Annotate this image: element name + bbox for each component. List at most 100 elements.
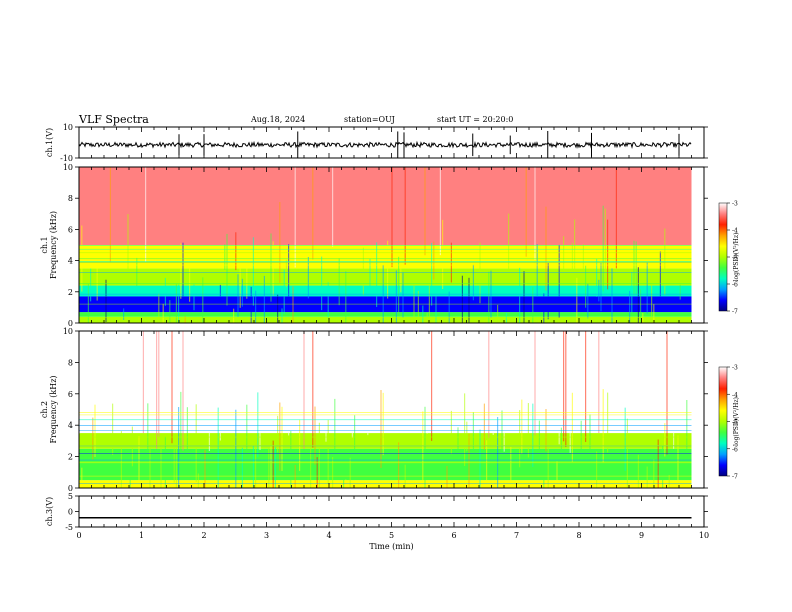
ch2-spectrogram-streak bbox=[466, 421, 468, 452]
ch2-spectrogram-streak bbox=[246, 404, 248, 472]
ch2-spectrogram-ytick-label: 4 bbox=[68, 421, 73, 430]
x-tick-label: 2 bbox=[201, 531, 206, 540]
ch1-spectrogram-streak bbox=[536, 244, 538, 297]
ch1-spectrogram-streak bbox=[600, 262, 602, 312]
ch2-spectrogram-streak bbox=[479, 429, 481, 488]
x-tick-label: 4 bbox=[326, 531, 331, 540]
ch1-spectrogram-streak bbox=[224, 244, 226, 270]
ch1-spectrogram-band-4 bbox=[79, 268, 692, 286]
ch1-spectrogram-streak bbox=[607, 219, 609, 290]
ch1-spectrogram-streak bbox=[127, 214, 129, 275]
ch1-spectrogram-streak bbox=[534, 167, 536, 260]
ch1-spectrogram-streak bbox=[239, 249, 241, 308]
ch1-spectrogram-band-1 bbox=[79, 312, 692, 317]
ch2-spectrogram-streak bbox=[259, 331, 261, 451]
ch2-spectrogram-streak bbox=[382, 392, 384, 456]
ch2-spectrogram-streak bbox=[235, 409, 237, 488]
ch1-spectrogram-streak bbox=[96, 263, 98, 301]
ch1-spectrogram-streak bbox=[574, 219, 576, 273]
ch1-spectrogram-ytick-label: 6 bbox=[68, 225, 73, 234]
ch2-spectrogram-streak bbox=[646, 466, 648, 488]
ch2-spectrogram-streak bbox=[457, 427, 459, 467]
colorbar bbox=[718, 202, 728, 312]
ch2-spectrogram-streak bbox=[274, 446, 276, 488]
ch2-spectrogram-streak bbox=[281, 406, 283, 471]
ch2-spectrogram-streak bbox=[510, 446, 512, 488]
ch3-waveform-ytick-label: -5 bbox=[65, 523, 73, 532]
ch1-spectrogram-streak bbox=[395, 270, 397, 323]
ch1-spectrogram-streak bbox=[604, 208, 606, 272]
x-tick-label: 3 bbox=[264, 531, 269, 540]
ch2-spectrogram-streak bbox=[580, 420, 582, 452]
ch2-spectrogram-streak bbox=[380, 390, 382, 469]
colorbar-tick-label: -6 bbox=[732, 446, 738, 453]
ch2-spectrogram-streak bbox=[653, 458, 655, 488]
ch1-spectrogram-streak bbox=[545, 206, 547, 291]
ch1-spectrogram-streak bbox=[433, 241, 435, 280]
ch2-spectrogram-streak bbox=[272, 440, 274, 488]
ch2-spectrogram-streak bbox=[521, 399, 523, 454]
ch1-spectrogram-ytick-label: 2 bbox=[68, 288, 73, 297]
ch1-spectrogram-streak bbox=[637, 267, 639, 323]
ch1-spectrogram-streak bbox=[233, 308, 235, 323]
ch1-spectrogram-streak bbox=[180, 243, 182, 299]
ch2-spectrogram-streak bbox=[217, 407, 219, 488]
ch1-spectrogram-streak bbox=[532, 287, 534, 323]
ch1-spectrogram-streak bbox=[87, 283, 89, 323]
ch1-spectrogram-streak bbox=[629, 290, 631, 323]
ch2-spectrogram-streak bbox=[268, 435, 270, 488]
ch2-spectrogram-streak bbox=[486, 440, 488, 488]
ch1-spectrogram-streak bbox=[519, 267, 521, 323]
ch2-spectrogram-streak bbox=[545, 409, 547, 452]
ch1-spectrogram-streak bbox=[345, 271, 347, 323]
ch1-spectrogram-streak bbox=[479, 242, 481, 304]
ch1-spectrogram-streak bbox=[651, 284, 653, 323]
ch1-spectrogram-streak bbox=[270, 233, 272, 302]
ch1-spectrogram-streak bbox=[255, 290, 257, 323]
ch3-waveform-ytick-label: 0 bbox=[68, 508, 73, 517]
ch1-waveform-ylabel: ch.1(V) bbox=[45, 128, 54, 157]
ch2-spectrogram-streak bbox=[367, 331, 369, 436]
ch2-spectrogram-streak bbox=[180, 391, 182, 457]
ch1-spectrogram-streak bbox=[362, 247, 364, 296]
ch1-spectrogram-streak bbox=[294, 167, 296, 268]
ch1-spectrogram-streak bbox=[189, 260, 191, 302]
ch1-spectrogram-streak bbox=[633, 240, 635, 296]
ch1-spectrogram-streak bbox=[431, 242, 433, 306]
ch2-spectrogram-band-2 bbox=[79, 433, 692, 449]
ch1-spectrogram-streak bbox=[400, 256, 402, 293]
ch1-spectrogram-streak bbox=[387, 240, 389, 299]
ch1-spectrogram-streak bbox=[241, 278, 243, 307]
ch2-spectrogram-streak bbox=[664, 423, 666, 457]
ch1-spectrogram-streak bbox=[90, 268, 92, 302]
ch1-spectrogram-streak bbox=[602, 205, 604, 292]
x-tick-label: 10 bbox=[699, 531, 709, 540]
ch2-spectrogram-streak bbox=[424, 406, 426, 488]
ch1-spectrogram-streak bbox=[587, 284, 589, 319]
ch2-spectrogram-streak bbox=[160, 438, 162, 488]
ch2-spectrogram-streak bbox=[318, 422, 320, 488]
ch2-spectrogram-streak bbox=[532, 403, 534, 467]
ch2-spectrogram-streak bbox=[446, 465, 448, 488]
ch1-spectrogram-streak bbox=[376, 242, 378, 307]
ch3-waveform-ylabel: ch.3(V) bbox=[45, 497, 54, 526]
ch2-spectrogram-streak bbox=[497, 417, 499, 488]
ch1-spectrogram-streak bbox=[252, 237, 254, 306]
ch1-spectrogram-streak bbox=[653, 304, 655, 323]
ch1-spectrogram-streak bbox=[428, 271, 430, 323]
ch1-spectrogram-streak bbox=[558, 244, 560, 318]
x-tick-label: 1 bbox=[139, 531, 144, 540]
ch2-spectrogram-streak bbox=[686, 400, 688, 472]
ch2-spectrogram-streak bbox=[182, 331, 184, 451]
ch2-spectrogram-streak bbox=[79, 331, 81, 434]
ch1-spectrogram-streak bbox=[219, 284, 221, 299]
ch1-spectrogram-streak bbox=[105, 279, 107, 322]
ch1-spectrogram-streak bbox=[497, 304, 499, 323]
ch2-spectrogram-streak bbox=[290, 430, 292, 488]
ch2-spectrogram-streak bbox=[129, 471, 131, 488]
ch1-spectrogram-streak bbox=[338, 258, 340, 306]
ch2-spectrogram-streak bbox=[563, 331, 565, 442]
ch2-spectrogram-ytick-label: 0 bbox=[68, 484, 73, 493]
colorbar-tick-label: -4 bbox=[732, 228, 738, 235]
ch1-spectrogram-streak bbox=[615, 167, 617, 269]
